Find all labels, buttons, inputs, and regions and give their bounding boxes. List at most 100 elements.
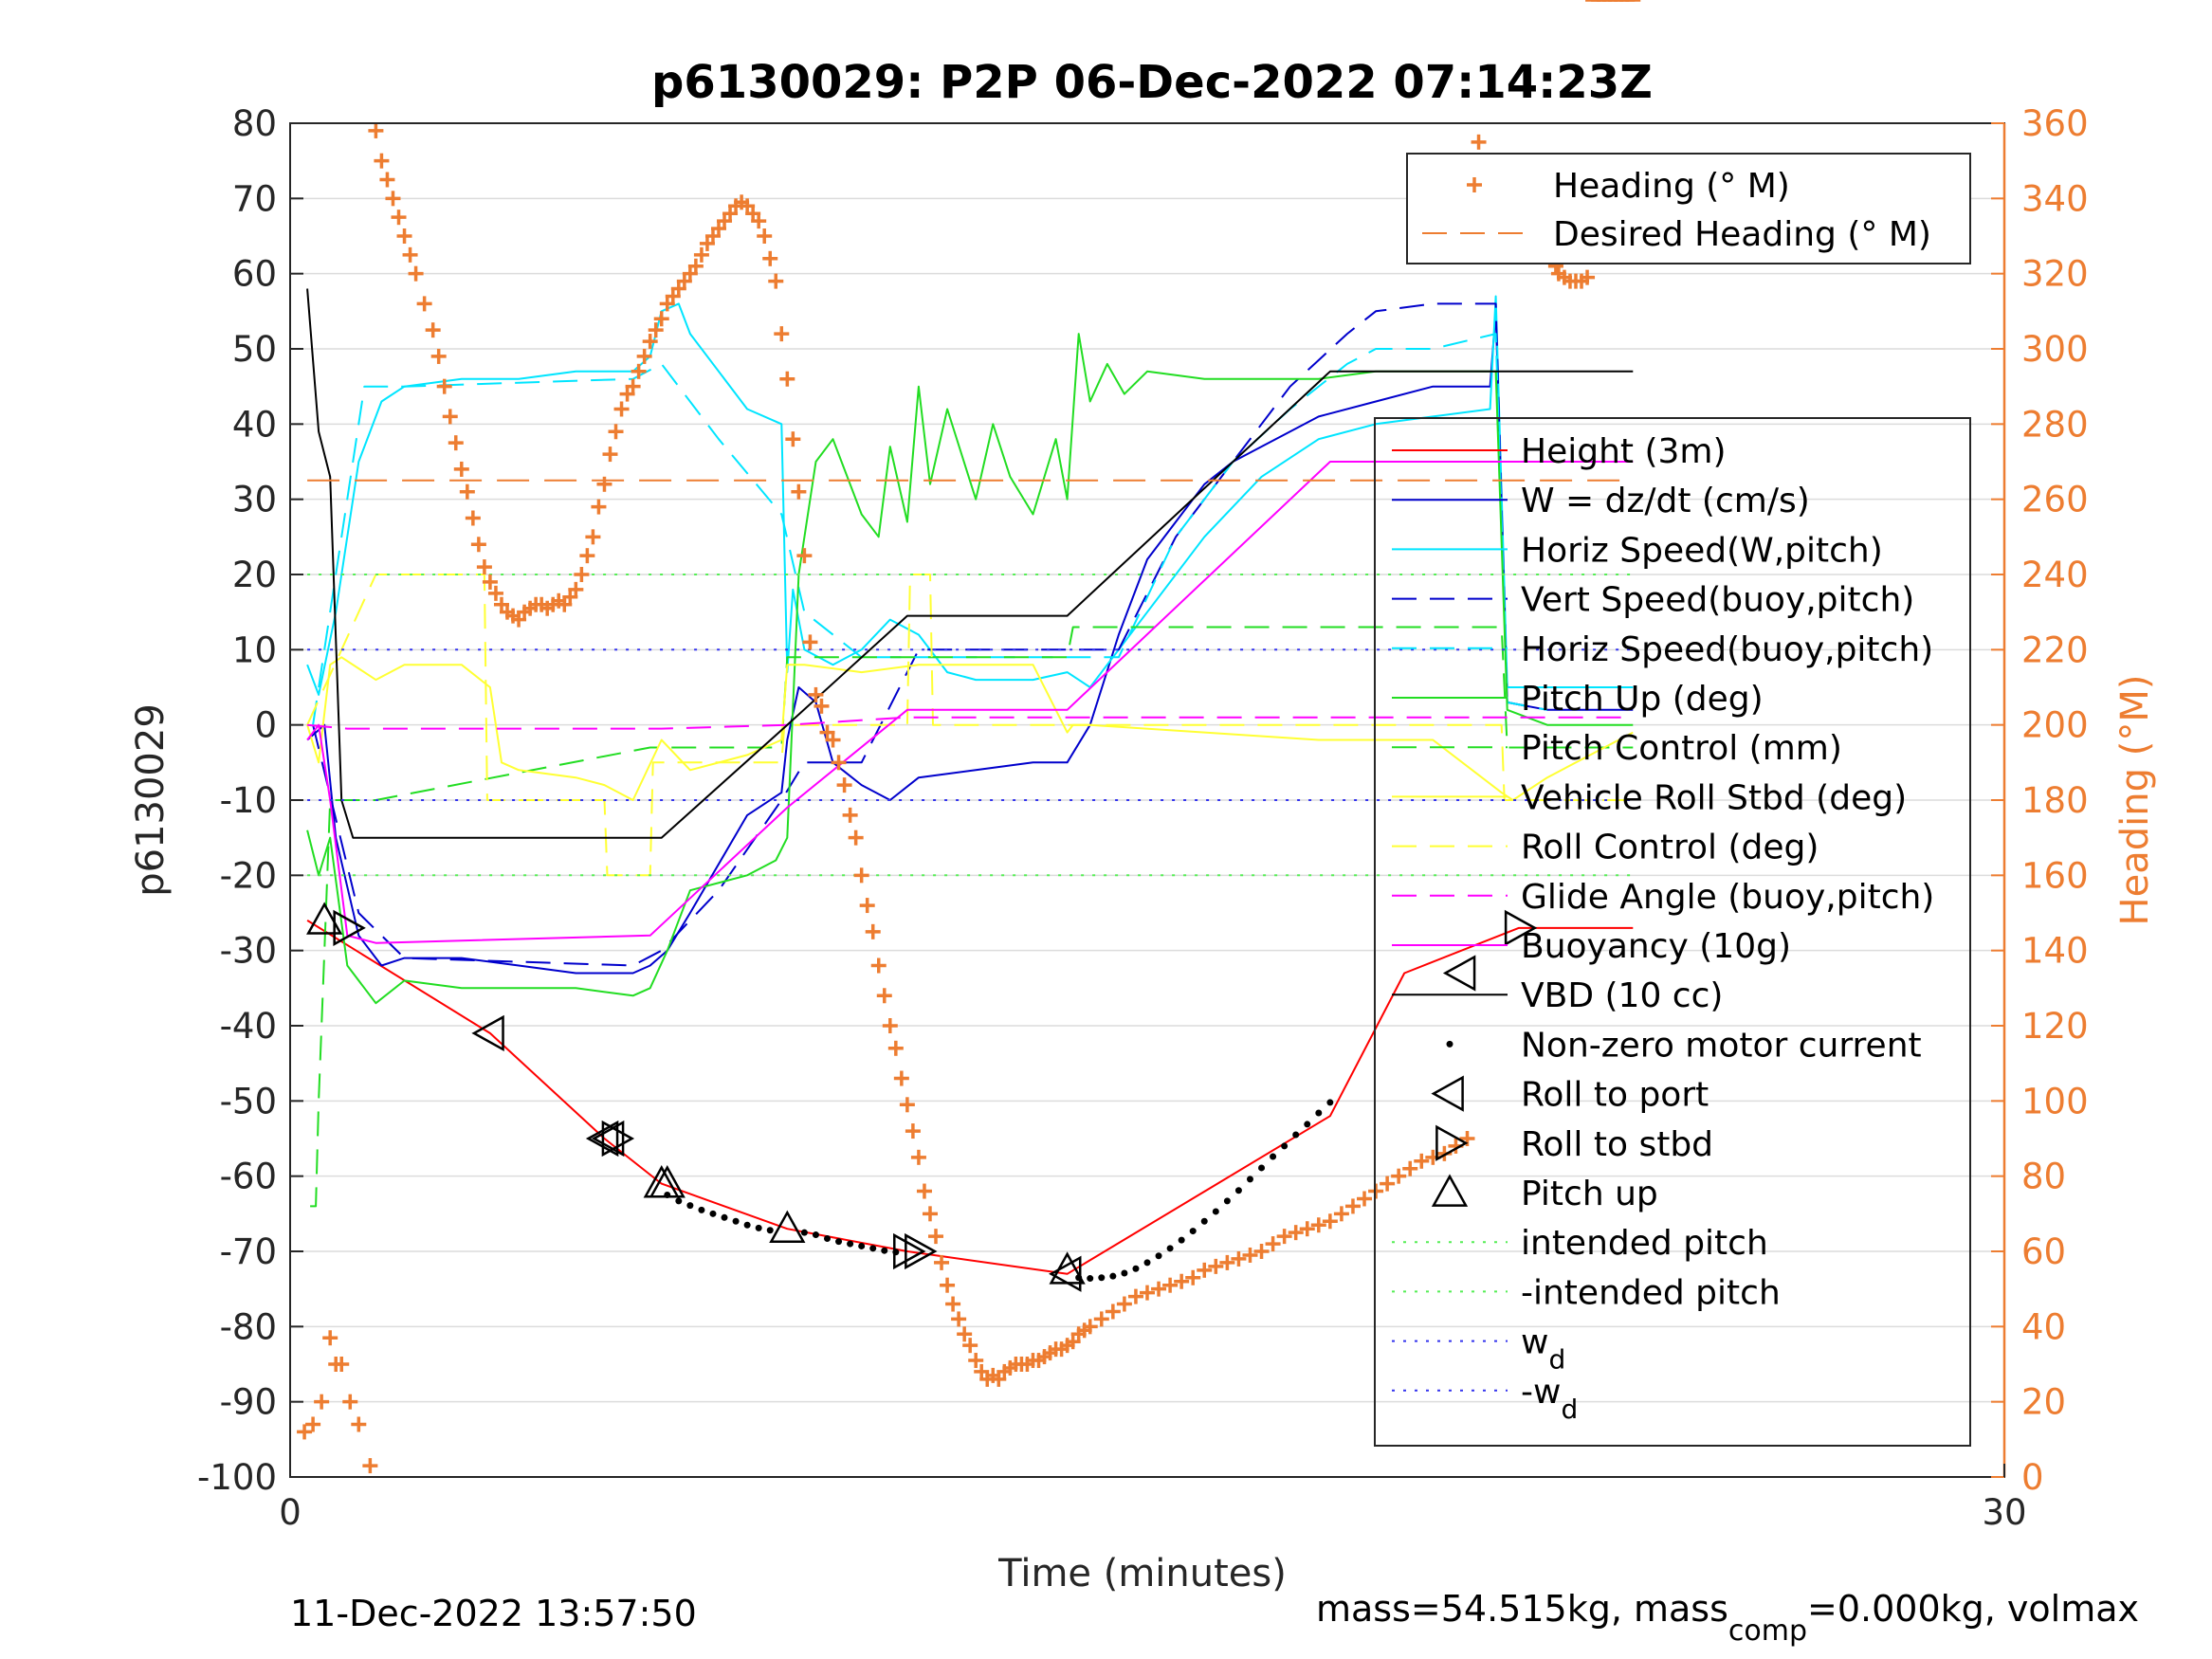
roll-to-port-marker [471,1014,504,1052]
heading-point [916,1183,932,1199]
heading-point [1231,1250,1247,1267]
heading-point [1242,1247,1258,1263]
heading-point [899,1097,915,1113]
pitch-up-marker [1049,1251,1086,1285]
legend-top-label: Desired Heading (° M) [1553,215,1931,254]
heading-point [1185,1269,1201,1285]
footer-date: 11-Dec-2022 13:57:50 [290,1593,697,1634]
legend-main-label: -intended pitch [1521,1273,1781,1312]
motor-current-point [1258,1164,1266,1172]
heading-point [774,326,790,342]
legend-heading: Heading (° M) Desired Heading (° M) [1406,153,1971,264]
heading-point [928,1229,944,1245]
motor-current-point [709,1210,717,1217]
heading-point [951,1311,967,1327]
motor-current-point [1292,1131,1300,1139]
legend-main-label: Pitch up [1521,1175,1658,1213]
heading-point [791,483,807,500]
heading-point [922,1206,938,1222]
y-tick-label: 60 [232,254,277,295]
motor-current-point [1109,1272,1117,1280]
roll-to-stbd-marker [893,1232,926,1270]
y-axis-right-label: Heading (°M) [2113,675,2157,926]
heading-point [487,585,503,601]
heading-point [402,246,418,263]
heading-point [342,1394,358,1410]
heading-point [940,1277,956,1293]
y-right-tick-label: 340 [2021,178,2089,219]
heading-point [459,483,475,500]
y-right-tick-label: 100 [2021,1081,2089,1121]
motor-current-point [1189,1228,1197,1235]
heading-point [751,213,767,229]
motor-current-point [800,1229,808,1236]
heading-point [687,258,704,274]
heading-point [631,363,647,379]
heading-point [1402,1160,1418,1176]
legend-dot [1446,1040,1453,1048]
y-tick-label: 80 [232,103,277,144]
heading-point [870,957,887,974]
motor-current-point [1246,1176,1253,1183]
heading-point [425,322,441,338]
axis-ticks: 80706050403020100-10-20-30-40-50-60-70-8… [197,103,2089,1533]
heading-point [1368,1183,1384,1199]
heading-point [334,1357,350,1372]
heading-point [1162,1277,1179,1293]
motor-current-point [1223,1197,1231,1205]
y-tick-label: 30 [232,480,277,520]
y-axis-label: p6130029 [129,703,173,897]
legend-triangle [1431,1075,1464,1112]
heading-point [865,923,881,939]
heading-point [579,548,595,564]
heading-point [465,510,481,526]
heading-point [362,1458,378,1474]
motor-current-point [1178,1236,1185,1244]
y-tick-label: 0 [254,705,277,746]
footer-mass-prefix: mass=54.515kg, mass [1316,1588,1728,1630]
heading-point [625,378,641,394]
heading-point [876,988,892,1004]
heading-point [1197,1262,1213,1278]
legend-plus [1467,177,1482,192]
legend-main-label: Vert Speed(buoy,pitch) [1521,581,1914,620]
footer-mass-sub: comp [1728,1614,1807,1648]
heading-point [322,1330,338,1346]
heading-point [796,548,813,564]
y-tick-label: -90 [220,1382,277,1423]
motor-current-point [1281,1142,1289,1150]
heading-point [374,153,390,169]
heading-point [1344,1198,1361,1214]
legend-triangle [1435,1124,1469,1161]
legend-main-label: Non-zero motor current [1521,1026,1922,1065]
y-tick-label: -60 [220,1157,277,1197]
heading-point [1357,1191,1373,1207]
heading-point [842,807,858,823]
legend-subscript: d [1561,1394,1578,1425]
heading-point [968,1353,984,1369]
y-tick-label: -70 [220,1231,277,1272]
y-right-tick-label: 160 [2021,855,2089,896]
heading-point [585,529,601,545]
heading-point [1116,1296,1132,1312]
motor-current-point [732,1217,740,1225]
motor-current-point [881,1247,888,1254]
legend-main-label: W = dz/dt (cm/s) [1521,482,1810,520]
heading-point [297,1424,313,1440]
heading-point [1310,1217,1326,1233]
legend-main-label: Horiz Speed(W,pitch) [1521,531,1883,570]
heading-point [814,698,830,714]
heading-point [648,322,664,338]
heading-point [653,311,669,327]
roll-to-port-marker [591,1120,625,1158]
y-right-tick-label: 60 [2021,1231,2066,1272]
y-tick-label: -50 [220,1081,277,1121]
y-right-tick-label: 320 [2021,254,2089,295]
y-right-tick-label: 40 [2021,1306,2066,1347]
legend-main-label: Height (3m) [1521,432,1727,471]
heading-point [368,122,384,138]
y-tick-label: -80 [220,1306,277,1347]
y-tick-label: -10 [220,780,277,821]
x-tick-label: 0 [279,1492,302,1533]
heading-point [396,228,412,244]
